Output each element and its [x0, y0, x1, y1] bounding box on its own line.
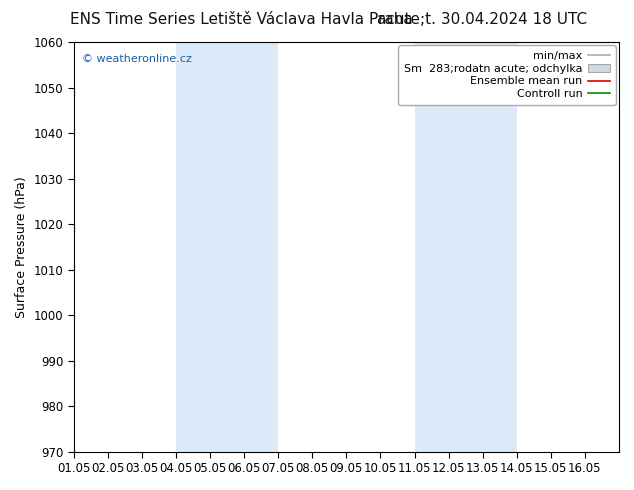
Text: © weatheronline.cz: © weatheronline.cz — [82, 54, 191, 64]
Text: ENS Time Series Letiště Václava Havla Praha: ENS Time Series Letiště Václava Havla Pr… — [70, 12, 412, 27]
Bar — [176, 42, 278, 452]
Text: acute;t. 30.04.2024 18 UTC: acute;t. 30.04.2024 18 UTC — [377, 12, 587, 27]
Y-axis label: Surface Pressure (hPa): Surface Pressure (hPa) — [15, 176, 28, 318]
Legend: min/max, Sm  283;rodatn acute; odchylka, Ensemble mean run, Controll run: min/max, Sm 283;rodatn acute; odchylka, … — [398, 46, 616, 105]
Bar — [415, 42, 517, 452]
